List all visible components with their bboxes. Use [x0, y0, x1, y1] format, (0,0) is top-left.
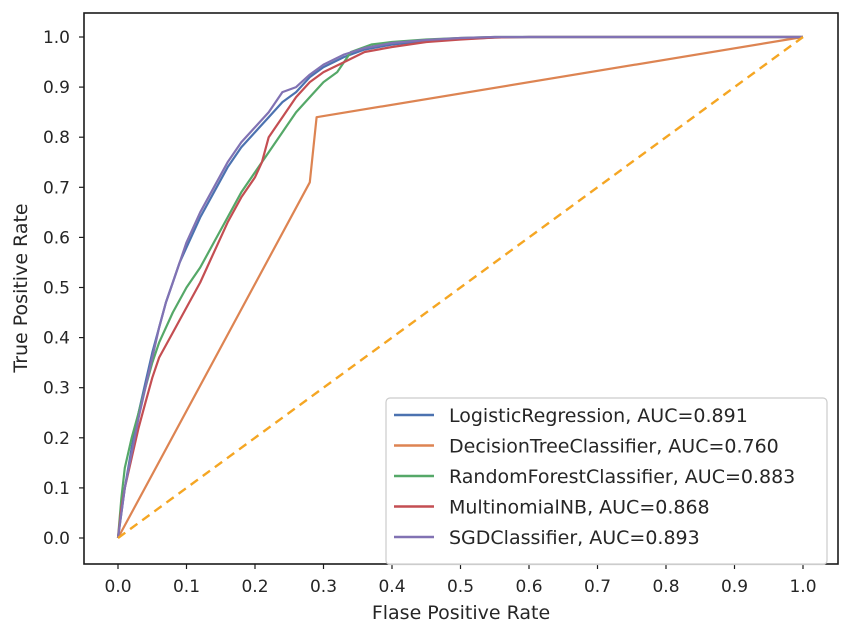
x-tick-label: 0.5: [447, 577, 474, 597]
diagonal-reference-line: [117, 36, 804, 539]
y-axis-label: True Positive Rate: [10, 203, 32, 373]
series-layer: [116, 35, 804, 539]
y-tick-label: 0.9: [43, 78, 70, 98]
x-tick-label: 0.6: [515, 577, 542, 597]
series-line-4: [116, 35, 803, 539]
x-tick-label: 1.0: [789, 577, 816, 597]
x-tick-label: 0.9: [721, 577, 748, 597]
y-axis-ticks: 0.0 0.1 0.2 0.3 0.4 0.5 0.6 0.7 0.8 0.9 1.0: [43, 28, 84, 549]
x-axis-label: Flase Positive Rate: [372, 602, 550, 624]
x-tick-label: 0.2: [241, 577, 268, 597]
legend-label: SGDClassifier, AUC=0.893: [449, 527, 700, 549]
x-tick-label: 0.1: [173, 577, 200, 597]
y-tick-label: 1.0: [43, 28, 70, 48]
y-tick-label: 0.0: [43, 529, 70, 549]
x-tick-label: 0.4: [378, 577, 405, 597]
legend: LogisticRegression, AUC=0.891 DecisionTre…: [385, 397, 828, 566]
y-tick-label: 0.5: [43, 279, 70, 299]
y-tick-label: 0.2: [43, 429, 70, 449]
y-tick-label: 0.1: [43, 479, 70, 499]
legend-label: DecisionTreeClassifier, AUC=0.760: [449, 436, 779, 458]
y-tick-label: 0.8: [43, 128, 70, 148]
y-tick-label: 0.6: [43, 228, 70, 248]
x-tick-label: 0.0: [104, 577, 131, 597]
y-tick-label: 0.3: [43, 379, 70, 399]
x-tick-label: 0.3: [310, 577, 337, 597]
x-tick-label: 0.7: [584, 577, 611, 597]
x-axis-ticks: 0.0 0.1 0.2 0.3 0.4 0.5 0.6 0.7 0.8 0.9 1.0: [104, 564, 817, 597]
series-line-1: [117, 35, 804, 539]
x-tick-label: 0.8: [652, 577, 679, 597]
y-tick-label: 0.4: [43, 329, 70, 349]
legend-box: [385, 397, 828, 566]
legend-label: LogisticRegression, AUC=0.891: [449, 405, 748, 427]
y-tick-label: 0.7: [43, 178, 70, 198]
legend-label: MultinomialNB, AUC=0.868: [449, 497, 710, 519]
legend-label: RandomForestClassifier, AUC=0.883: [449, 466, 795, 488]
